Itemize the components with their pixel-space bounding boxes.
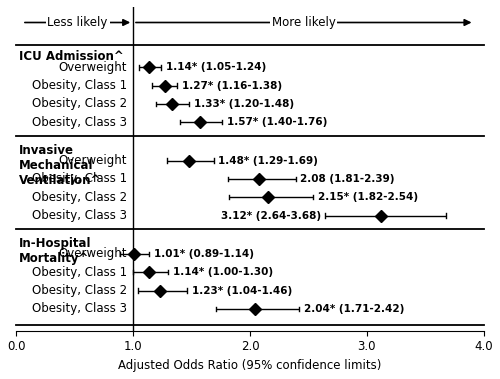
Text: 3.12* (2.64-3.68): 3.12* (2.64-3.68): [221, 210, 322, 221]
Text: 2.15* (1.82-2.54): 2.15* (1.82-2.54): [318, 192, 418, 202]
Text: Overweight: Overweight: [58, 154, 127, 167]
Text: Obesity, Class 3: Obesity, Class 3: [32, 302, 127, 315]
Text: 1.33* (1.20-1.48): 1.33* (1.20-1.48): [194, 99, 294, 109]
Text: Less likely: Less likely: [48, 16, 108, 29]
X-axis label: Adjusted Odds Ratio (95% confidence limits): Adjusted Odds Ratio (95% confidence limi…: [118, 359, 382, 372]
Text: 1.14* (1.00-1.30): 1.14* (1.00-1.30): [173, 267, 273, 277]
Text: 1.23* (1.04-1.46): 1.23* (1.04-1.46): [192, 285, 292, 296]
Text: 1.01* (0.89-1.14): 1.01* (0.89-1.14): [154, 249, 254, 259]
Text: Overweight: Overweight: [58, 61, 127, 74]
Text: 1.14* (1.05-1.24): 1.14* (1.05-1.24): [166, 62, 266, 72]
Text: Overweight: Overweight: [58, 247, 127, 260]
Text: Invasive
Mechanical
Ventilation^: Invasive Mechanical Ventilation^: [18, 144, 101, 187]
Text: ICU Admission^: ICU Admission^: [18, 50, 124, 64]
Text: Obesity, Class 1: Obesity, Class 1: [32, 172, 127, 185]
Text: 1.48* (1.29-1.69): 1.48* (1.29-1.69): [218, 156, 318, 166]
Text: 2.08 (1.81-2.39): 2.08 (1.81-2.39): [300, 174, 394, 184]
Text: More likely: More likely: [272, 16, 336, 29]
Text: 1.57* (1.40-1.76): 1.57* (1.40-1.76): [226, 117, 327, 127]
Text: Obesity, Class 2: Obesity, Class 2: [32, 97, 127, 110]
Text: Obesity, Class 1: Obesity, Class 1: [32, 79, 127, 92]
Text: Obesity, Class 3: Obesity, Class 3: [32, 209, 127, 222]
Text: 1.27* (1.16-1.38): 1.27* (1.16-1.38): [182, 81, 282, 91]
Text: Obesity, Class 1: Obesity, Class 1: [32, 266, 127, 279]
Text: Obesity, Class 3: Obesity, Class 3: [32, 116, 127, 129]
Text: Obesity, Class 2: Obesity, Class 2: [32, 284, 127, 297]
Text: Obesity, Class 2: Obesity, Class 2: [32, 191, 127, 204]
Text: 2.04* (1.71-2.42): 2.04* (1.71-2.42): [304, 304, 404, 314]
Text: In-Hospital
Mortality^: In-Hospital Mortality^: [18, 237, 91, 265]
